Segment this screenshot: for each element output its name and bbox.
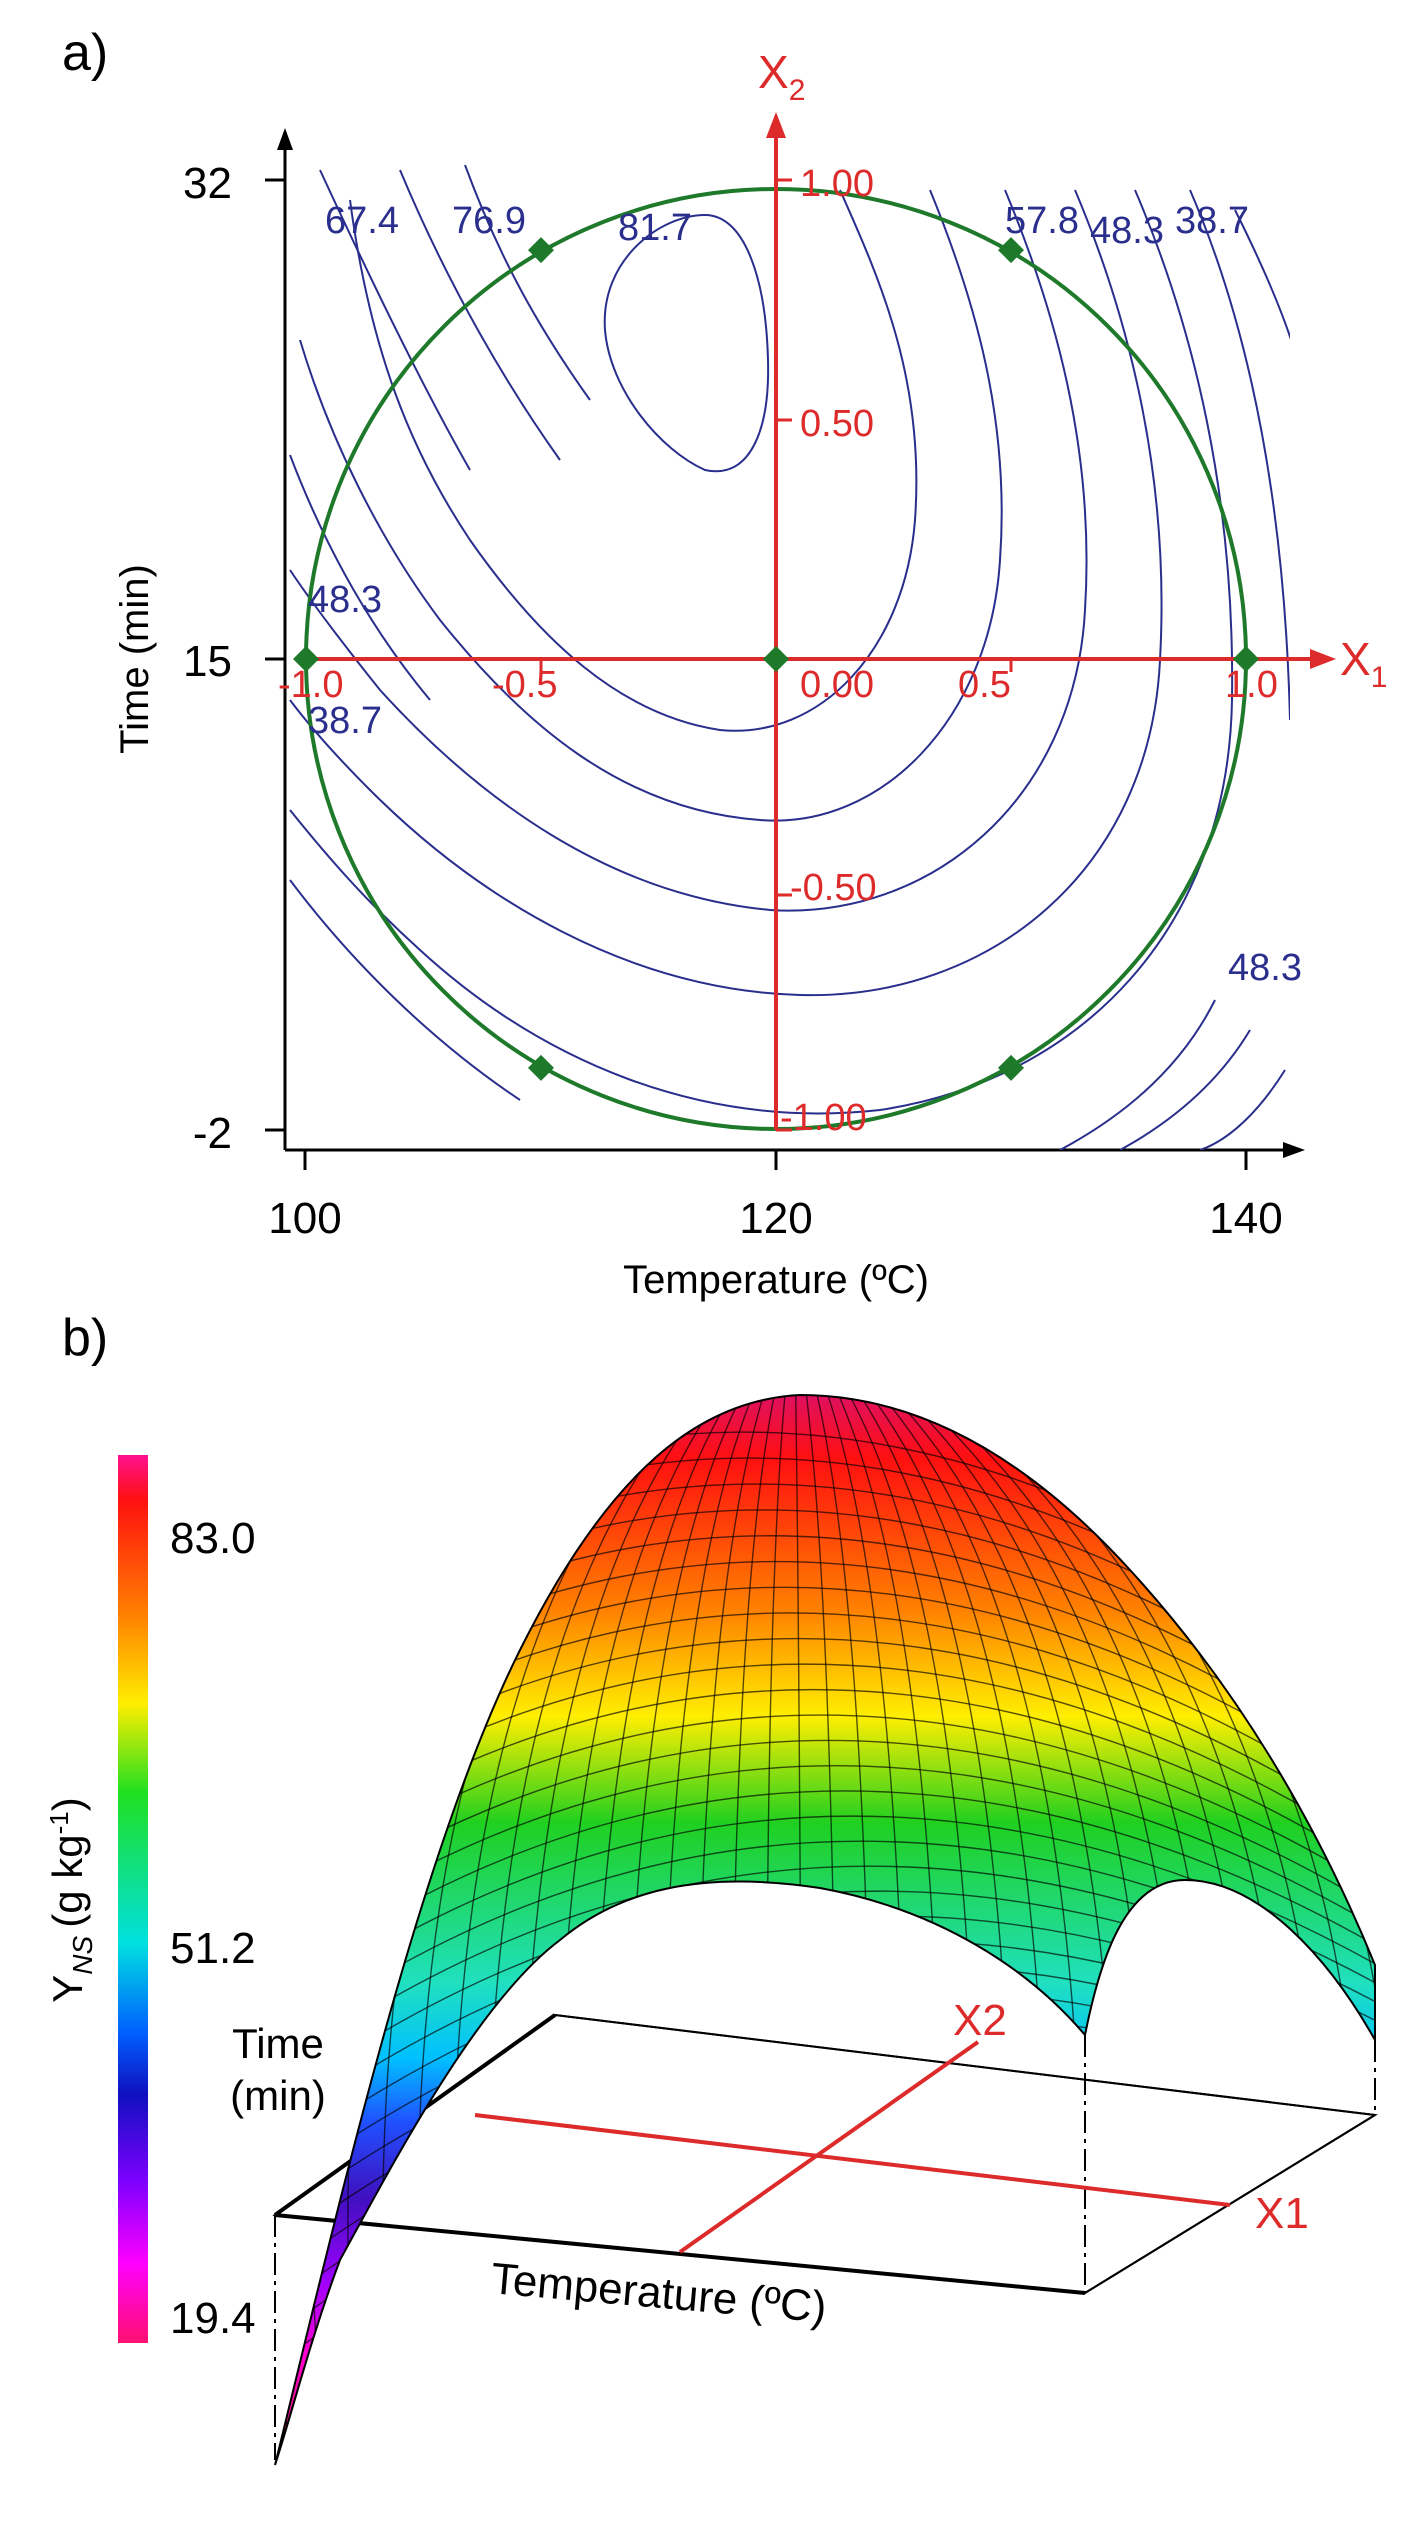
x-axis-label: Temperature (ºC): [623, 1258, 929, 1302]
y-tick-32: 32: [183, 159, 232, 208]
coded-x-tick: 0.5: [958, 664, 1011, 706]
design-points: [293, 237, 1259, 1081]
contour-label: 67.4: [325, 200, 399, 242]
x-tick-120: 120: [739, 1194, 812, 1243]
y-tick-15: 15: [183, 637, 232, 686]
floor-x1-label: X1: [1255, 2189, 1309, 2238]
x-axis-arrow: [1283, 1142, 1305, 1158]
contour-line: [1119, 1029, 1251, 1150]
contour-line: [1059, 999, 1216, 1150]
contour-label: 38.7: [1175, 200, 1249, 242]
colorbar: [118, 1455, 148, 2343]
y-axis-label: Time (min): [113, 564, 157, 754]
surface-temperature-label: Temperature (ºC): [489, 2254, 828, 2332]
x2-axis-label: X2: [758, 46, 805, 107]
contour-label: 48.3: [1228, 947, 1302, 989]
design-point: [998, 1054, 1024, 1081]
surface-time-label: Time (min): [230, 2020, 326, 2119]
contour-line: [289, 189, 1234, 1115]
coded-y-tick: -0.50: [790, 867, 877, 909]
panel-a-label: a): [62, 24, 108, 82]
y-axis-arrow: [277, 128, 293, 150]
coded-y-tick: 0.50: [800, 403, 874, 445]
surface-fill: [274, 1393, 1376, 2466]
x-tick-140: 140: [1209, 1194, 1282, 1243]
contour-line: [289, 879, 521, 1101]
design-point: [293, 646, 319, 672]
panel-b-label: b): [62, 1309, 108, 1367]
contour-line: [1189, 189, 1290, 721]
x1-arrow: [1310, 649, 1336, 669]
y-tick-neg2: -2: [193, 1109, 232, 1158]
contour-line: [1234, 209, 1290, 340]
contour-label: 81.7: [618, 207, 692, 249]
response-surface: [274, 1393, 1376, 2466]
colorbar-tick: 83.0: [170, 1514, 256, 1563]
design-point: [998, 237, 1024, 264]
x2-arrow: [766, 112, 786, 138]
x1-axis-label: X1: [1340, 633, 1387, 694]
contour-line: [1199, 1069, 1286, 1150]
z-axis-label: YNS(g kg-1): [44, 1797, 98, 2002]
coded-axes: [296, 128, 1320, 1132]
floor-coded-axes: [474, 2040, 1231, 2254]
contour-line: [289, 189, 1163, 997]
contour-label: 48.3: [1090, 210, 1164, 252]
coded-x-tick: -1.0: [278, 664, 343, 706]
colorbar-tick: 19.4: [170, 2294, 256, 2343]
contour-label: 57.8: [1005, 200, 1079, 242]
design-point: [1233, 646, 1259, 672]
coded-y-tick: 1.00: [800, 163, 874, 205]
coded-y-tick: -1.00: [780, 1097, 867, 1139]
panel-a-axes: [265, 148, 1285, 1170]
contour-line: [399, 169, 561, 461]
contour-label: 48.3: [308, 579, 382, 621]
contour-label: 76.9: [452, 200, 526, 242]
contour-line: [289, 454, 431, 701]
coded-x-tick: 1.0: [1225, 664, 1278, 706]
design-point: [528, 237, 554, 264]
design-point: [528, 1054, 554, 1081]
contour-line: [349, 189, 918, 732]
contour-line: [464, 164, 591, 401]
coded-x-tick: -0.5: [492, 664, 557, 706]
contour-line: [299, 189, 1003, 822]
coded-x-tick: 0.00: [800, 664, 874, 706]
design-point: [763, 646, 789, 672]
contour-line: [603, 213, 770, 473]
contour-line: [319, 169, 471, 471]
base-box: [272, 2013, 1378, 2460]
contour-label: 38.7: [308, 700, 382, 742]
colorbar-tick: 51.2: [170, 1924, 256, 1973]
contour-line: [289, 189, 1088, 912]
floor-x2-label: X2: [953, 1996, 1007, 2045]
x-tick-100: 100: [268, 1194, 341, 1243]
